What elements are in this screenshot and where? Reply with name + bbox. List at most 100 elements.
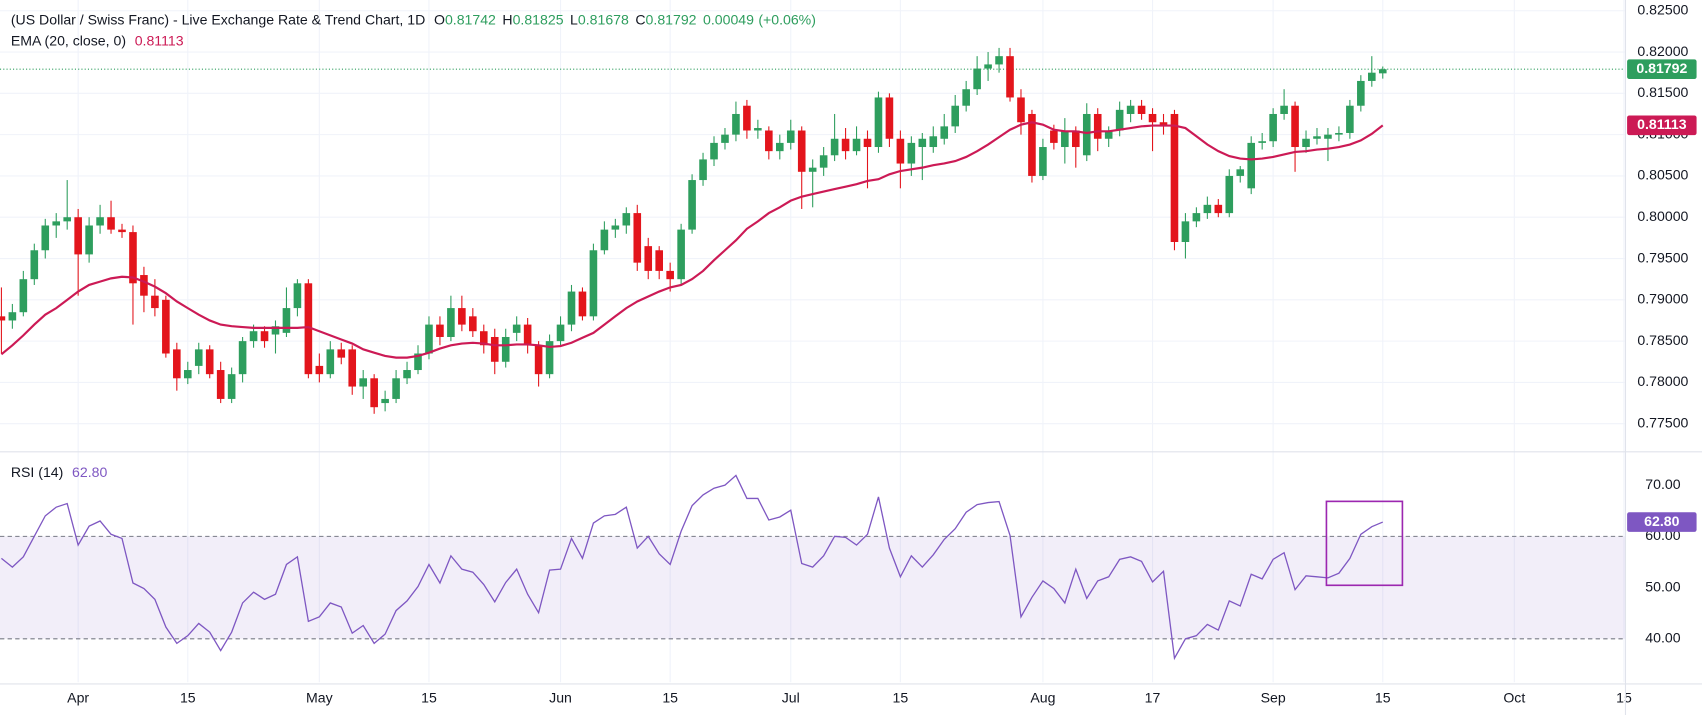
candle-body — [162, 299, 170, 354]
chart-header: (US Dollar / Swiss Franc) - Live Exchang… — [11, 11, 816, 27]
candle-body — [940, 126, 949, 139]
candle-body — [819, 155, 828, 168]
last-price-tag-bg — [1627, 59, 1697, 80]
candle-body — [611, 225, 620, 230]
candle-body — [238, 341, 247, 375]
candle-body — [710, 142, 718, 160]
candle-body — [962, 89, 970, 106]
candle-body — [403, 370, 411, 379]
candle-body — [589, 250, 598, 317]
candle-body — [1269, 113, 1277, 142]
x-tick-label: 15 — [421, 689, 437, 705]
last-price-tag: 0.81792 — [1636, 60, 1687, 76]
candle-body — [447, 308, 455, 337]
rsi-legend: RSI (14) 62.80 — [11, 464, 108, 480]
ohlc-value: 0.81742 — [445, 11, 496, 27]
candle-body — [425, 324, 433, 354]
candle-body — [929, 136, 938, 148]
candle-body — [1170, 113, 1179, 243]
rsi-tick-label: 50.00 — [1645, 578, 1680, 594]
candle-body — [633, 213, 642, 263]
candle-body — [490, 336, 499, 362]
candle-body — [1236, 169, 1245, 176]
candle-body — [1104, 130, 1113, 139]
candle-body — [1225, 175, 1234, 214]
candle-body — [304, 283, 313, 375]
x-tick-label: May — [306, 689, 334, 705]
candle-body — [556, 324, 565, 342]
candle-body — [600, 229, 609, 251]
x-tick-label: Jun — [549, 689, 572, 705]
y-tick-label: 0.80000 — [1637, 208, 1688, 224]
ema-value: 0.81113 — [135, 32, 184, 48]
candle-body — [1126, 105, 1135, 114]
y-tick-label: 0.79000 — [1637, 291, 1688, 307]
candle-body — [216, 370, 225, 399]
candle-body — [523, 324, 532, 346]
candle-body — [830, 138, 839, 156]
candle-body — [151, 295, 159, 309]
candle-body — [743, 105, 751, 131]
highlight-box — [1325, 500, 1404, 587]
candle-body — [370, 378, 378, 408]
candle-body — [907, 142, 916, 164]
candle-body — [1181, 221, 1190, 243]
candle-body — [567, 291, 576, 325]
candle-body — [30, 250, 39, 280]
candle-body — [984, 64, 992, 69]
rsi-line — [1, 474, 1384, 661]
ohlc-label: L — [570, 11, 578, 27]
candle-body — [655, 250, 663, 271]
candle-body — [1335, 132, 1343, 135]
y-tick-label: 0.77500 — [1637, 414, 1688, 430]
candle-body — [775, 142, 784, 152]
ohlc-value: 0.81825 — [513, 11, 564, 27]
candle-body — [315, 365, 324, 375]
candle-body — [1115, 109, 1124, 131]
candle-body — [41, 225, 50, 251]
candle-body — [644, 246, 653, 271]
candle-body — [1368, 72, 1376, 81]
candle-body — [677, 229, 685, 280]
candle-body — [140, 275, 148, 296]
ohlc-label: C — [635, 11, 645, 27]
rsi-tag: 62.80 — [1644, 513, 1679, 529]
chart-title: (US Dollar / Swiss Franc) - Live Exchang… — [11, 11, 425, 27]
candle-body — [348, 349, 357, 387]
candle-body — [337, 349, 346, 358]
candle-body — [381, 398, 389, 404]
candle-body — [107, 217, 115, 230]
candle-body — [282, 308, 291, 333]
candle-body — [1017, 97, 1025, 123]
x-tick-label: Jul — [782, 689, 800, 705]
candle-body — [1039, 147, 1047, 176]
candle-body — [0, 316, 6, 321]
candle-body — [1313, 136, 1321, 139]
candle-body — [205, 349, 214, 375]
candle-body — [622, 213, 631, 226]
x-tick-label: 17 — [1145, 689, 1161, 705]
candle-body — [1302, 138, 1310, 148]
candle-body — [1028, 113, 1036, 176]
candle-body — [732, 113, 740, 135]
candle-body — [951, 105, 960, 127]
candle-body — [765, 130, 773, 152]
candle-body — [326, 349, 335, 375]
candle-body — [534, 345, 543, 375]
candle-body — [96, 217, 104, 226]
candle-body — [129, 232, 137, 284]
y-tick-label: 0.79500 — [1637, 249, 1688, 265]
candle-body — [808, 167, 817, 172]
candle-body — [19, 279, 28, 313]
candle-body — [666, 270, 674, 280]
candle-body — [85, 225, 93, 255]
y-tick-label: 0.82000 — [1637, 43, 1688, 59]
x-tick-label: Oct — [1503, 689, 1525, 705]
candle-body — [1378, 69, 1387, 74]
x-tick-label: 15 — [662, 689, 678, 705]
candle-body — [1006, 56, 1014, 98]
candle-body — [1280, 105, 1288, 114]
y-tick-label: 0.82500 — [1637, 1, 1688, 17]
